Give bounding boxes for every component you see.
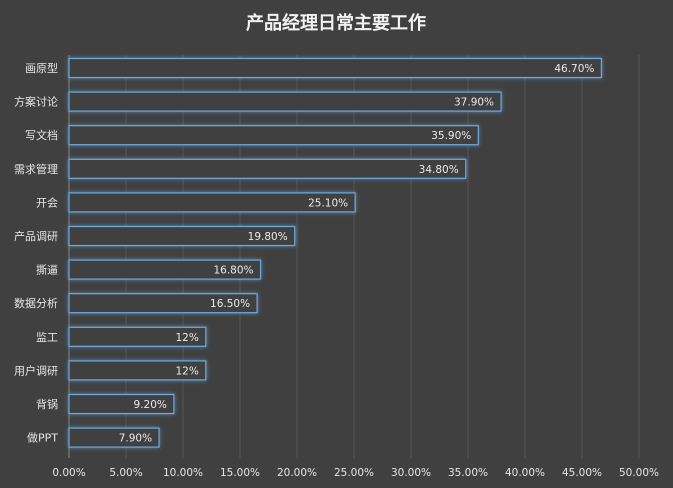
data-label: 25.10% xyxy=(308,197,348,209)
bar xyxy=(68,91,502,112)
x-tick-label: 20.00% xyxy=(277,467,317,479)
data-label: 12% xyxy=(175,365,198,377)
bar xyxy=(68,393,175,415)
bar xyxy=(68,57,602,79)
bars: 46.70% 37.90% 35.90% 34.80% 25.10% 19.80% 16.8… xyxy=(68,57,602,448)
x-tick-label: 25.00% xyxy=(334,467,374,479)
category-label: 写文档 xyxy=(25,128,58,142)
category-label: 背锅 xyxy=(36,397,58,411)
data-label: 16.80% xyxy=(213,265,253,277)
data-label: 7.90% xyxy=(119,433,152,445)
bar xyxy=(68,293,258,314)
x-axis-ticks: 0.00% 5.00% 10.00% 15.00% 20.00% 25.00% 30.00%… xyxy=(52,467,659,479)
category-label: 画原型 xyxy=(25,61,58,75)
x-tick-label: 0.00% xyxy=(52,467,85,479)
category-label: 用户调研 xyxy=(14,363,58,377)
data-label: 12% xyxy=(175,332,198,344)
bar xyxy=(68,326,207,347)
x-tick-label: 45.00% xyxy=(562,467,602,479)
category-label: 开会 xyxy=(36,196,58,209)
category-label: 数据分析 xyxy=(14,296,58,310)
bar xyxy=(68,259,262,280)
data-label: 34.80% xyxy=(419,164,459,176)
x-tick-label: 50.00% xyxy=(619,467,659,479)
chart-title: 产品经理日常主要工作 xyxy=(246,12,426,34)
category-label: 方案讨论 xyxy=(14,95,58,109)
bar xyxy=(68,125,479,146)
bar xyxy=(68,225,296,247)
x-tick-label: 35.00% xyxy=(448,467,488,479)
data-label: 16.50% xyxy=(210,298,250,310)
x-tick-label: 15.00% xyxy=(220,467,260,479)
bar xyxy=(68,427,160,448)
x-tick-label: 30.00% xyxy=(391,467,431,479)
x-tick-label: 10.00% xyxy=(163,467,203,479)
category-label: 产品调研 xyxy=(14,229,58,243)
data-label: 46.70% xyxy=(554,63,594,75)
category-label: 需求管理 xyxy=(14,162,58,176)
bar xyxy=(68,158,467,179)
category-label: 监工 xyxy=(36,331,58,344)
category-label: 做PPT xyxy=(27,431,58,445)
bar xyxy=(68,360,207,381)
gridlines xyxy=(68,55,640,458)
data-label: 19.80% xyxy=(248,231,288,243)
x-tick-label: 40.00% xyxy=(505,467,545,479)
data-label: 35.90% xyxy=(431,130,471,142)
data-label: 37.90% xyxy=(454,97,494,109)
category-label: 撕逼 xyxy=(36,263,58,277)
bar xyxy=(68,192,356,213)
data-label: 9.20% xyxy=(134,399,167,411)
x-tick-label: 5.00% xyxy=(109,467,142,479)
